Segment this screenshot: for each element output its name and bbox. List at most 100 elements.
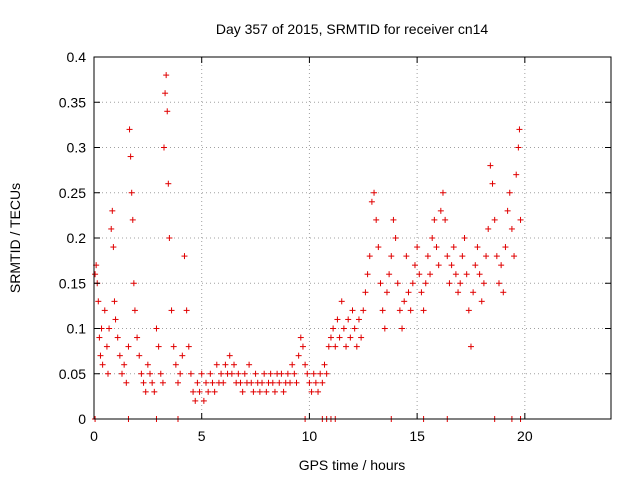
data-point: [485, 225, 492, 232]
data-point: [409, 280, 416, 287]
data-point: [467, 343, 474, 350]
data-point: [386, 271, 393, 278]
data-point: [463, 271, 470, 278]
data-point: [327, 334, 334, 341]
y-tick-label: 0.1: [67, 321, 87, 337]
data-point: [336, 334, 343, 341]
x-tick-label: 15: [409, 428, 425, 444]
data-point: [131, 307, 138, 314]
data-point: [267, 370, 274, 377]
data-point: [360, 307, 367, 314]
data-point: [373, 216, 380, 223]
data-point: [256, 388, 263, 395]
data-point: [196, 388, 203, 395]
data-point: [424, 253, 431, 260]
data-point: [405, 289, 412, 296]
chart-title: Day 357 of 2015, SRMTID for receiver cn1…: [216, 21, 489, 37]
data-point: [228, 370, 235, 377]
data-point: [299, 343, 306, 350]
data-point: [515, 144, 522, 151]
data-point: [112, 316, 119, 323]
data-point: [123, 379, 130, 386]
data-point: [493, 253, 500, 260]
data-point: [513, 171, 520, 178]
data-point: [181, 253, 188, 260]
data-point: [155, 343, 162, 350]
data-point: [248, 379, 255, 386]
data-point: [302, 361, 309, 368]
data-point: [280, 388, 287, 395]
data-point: [431, 216, 438, 223]
data-point: [470, 289, 477, 296]
data-point: [312, 379, 319, 386]
data-point: [478, 298, 485, 305]
data-point: [297, 334, 304, 341]
data-point: [207, 370, 214, 377]
data-point: [411, 262, 418, 269]
data-point: [108, 225, 115, 232]
data-point: [278, 370, 285, 377]
data-point: [483, 253, 490, 260]
x-tick-label: 20: [517, 428, 533, 444]
data-point: [364, 271, 371, 278]
data-point: [165, 180, 172, 187]
data-point: [99, 361, 106, 368]
data-point: [315, 388, 322, 395]
y-tick-label: 0.4: [67, 49, 87, 65]
data-point: [450, 244, 457, 251]
data-point: [166, 235, 173, 241]
data-point: [190, 388, 197, 395]
data-point: [368, 198, 375, 205]
data-point: [183, 307, 190, 314]
data-point: [187, 370, 194, 377]
data-point: [105, 370, 112, 377]
data-point: [476, 271, 483, 278]
data-point: [304, 370, 311, 377]
y-tick-label: 0.3: [67, 140, 87, 156]
y-tick-label: 0.25: [59, 185, 86, 201]
data-point: [213, 361, 220, 368]
data-point: [351, 325, 358, 332]
data-point: [308, 388, 315, 395]
data-points: [92, 72, 524, 422]
data-point: [130, 280, 137, 287]
data-point: [134, 334, 141, 341]
data-point: [289, 361, 296, 368]
data-point: [504, 207, 511, 214]
data-point: [388, 253, 395, 260]
data-point: [325, 343, 332, 350]
data-point: [194, 379, 201, 386]
data-point: [340, 325, 347, 332]
data-point: [446, 280, 453, 287]
data-point: [422, 280, 429, 287]
data-point: [235, 370, 242, 377]
data-point: [157, 370, 164, 377]
data-point: [457, 280, 464, 287]
data-point: [109, 207, 116, 214]
data-point: [420, 307, 427, 314]
data-point: [250, 388, 257, 395]
data-point: [508, 225, 515, 232]
data-point: [177, 370, 184, 377]
y-tick-label: 0: [78, 411, 86, 427]
x-axis-title: GPS time / hours: [299, 457, 406, 473]
data-point: [381, 325, 388, 332]
data-point: [429, 235, 436, 241]
y-axis-title: SRMTID / TECUs: [7, 183, 23, 293]
data-point: [345, 316, 352, 323]
data-point: [153, 325, 160, 332]
y-tick-label: 0.2: [67, 230, 87, 246]
data-point: [295, 352, 302, 359]
data-point: [487, 162, 494, 169]
data-point: [338, 298, 345, 305]
data-point: [358, 334, 365, 341]
data-point: [489, 180, 496, 187]
data-point: [465, 307, 472, 314]
data-point: [480, 280, 487, 287]
data-point: [170, 343, 177, 350]
data-point: [175, 379, 182, 386]
data-point: [495, 280, 502, 287]
data-point: [151, 388, 158, 395]
data-point: [310, 370, 317, 377]
data-point: [319, 379, 326, 386]
